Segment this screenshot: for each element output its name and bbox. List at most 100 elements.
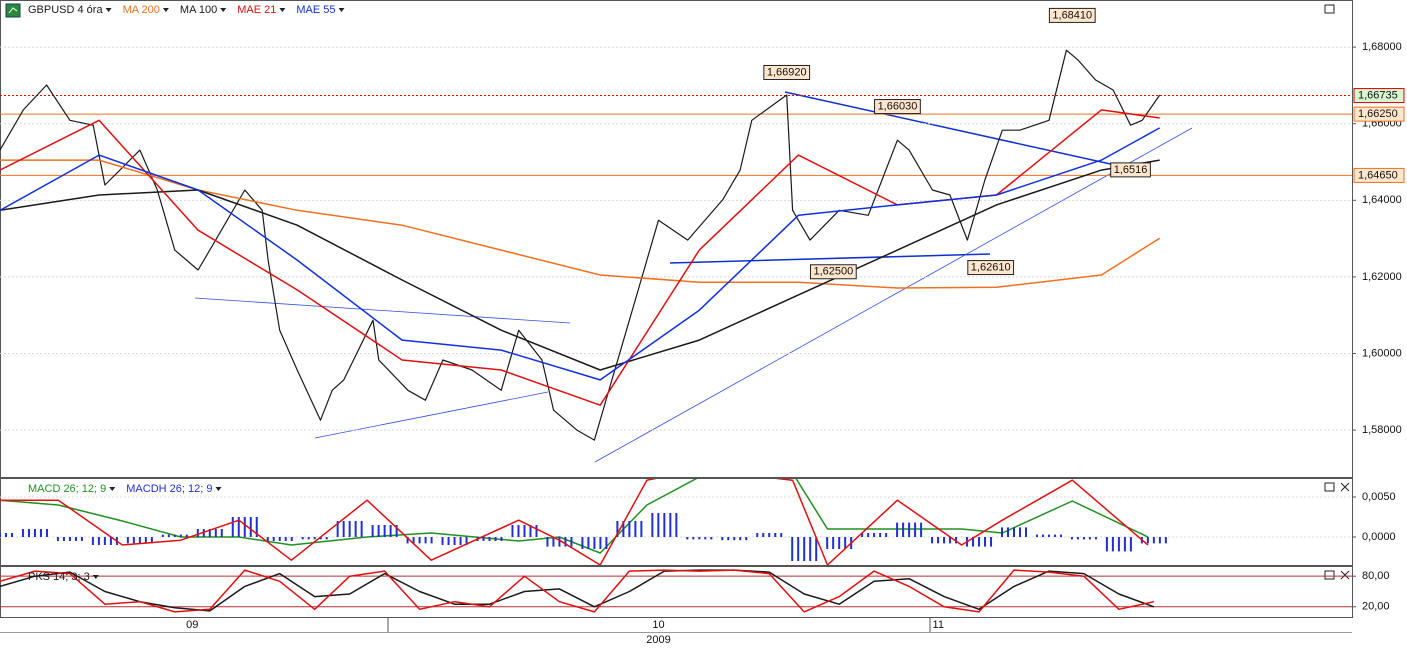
histogram-bar — [430, 537, 433, 544]
histogram-bar — [1025, 527, 1027, 537]
histogram-bar — [68, 537, 71, 541]
histogram-bar — [91, 537, 94, 545]
legend-dropdown — [109, 487, 116, 491]
histogram-bar — [692, 537, 695, 540]
histogram-bar — [266, 537, 269, 541]
histogram-bar — [418, 537, 421, 544]
histogram-bar — [698, 537, 701, 540]
legend-entry[interactable]: MA 200 — [123, 4, 160, 16]
histogram-bar — [517, 525, 520, 537]
legend-entry[interactable]: MAE 55 — [296, 4, 335, 16]
annotation-box — [809, 264, 857, 280]
histogram-bar — [616, 521, 619, 537]
histogram-bar — [1146, 537, 1149, 544]
panel — [0, 46, 1352, 441]
legend-entry[interactable]: MAE 21 — [237, 4, 276, 16]
histogram-bar — [1164, 537, 1167, 544]
histogram-bar — [885, 533, 888, 537]
histogram-bar — [150, 537, 153, 544]
histogram-bar — [371, 525, 374, 537]
histogram-bar — [908, 522, 911, 537]
legend-entry[interactable]: PKS 14; 3; 3 — [28, 571, 90, 583]
y-tick-label: 1,60000 — [1362, 347, 1402, 359]
histogram-bar — [733, 537, 736, 541]
annotation-box — [967, 260, 1015, 276]
histogram-bar — [826, 537, 829, 549]
histogram-bar — [377, 525, 380, 537]
histogram-bar — [552, 537, 555, 547]
series-line — [0, 127, 1161, 381]
histogram-bar — [243, 517, 246, 537]
histogram-bar — [284, 537, 287, 541]
histogram-bar — [39, 529, 42, 537]
level-label-box — [1353, 106, 1405, 122]
histogram-bar — [727, 537, 730, 541]
histogram-bar — [1094, 537, 1097, 540]
histogram-bar — [383, 525, 386, 537]
histogram-bar — [1123, 537, 1126, 552]
histogram-bar — [564, 537, 567, 547]
histogram-bar — [307, 537, 310, 540]
histogram-bar — [249, 517, 252, 537]
level-label-box — [1353, 88, 1405, 104]
histogram-bar — [809, 537, 812, 561]
x-tick-label: 11 — [933, 619, 944, 631]
histogram-bar — [780, 533, 783, 537]
histogram-bar — [861, 533, 864, 537]
histogram-bar — [1013, 527, 1015, 537]
histogram-bar — [815, 537, 818, 561]
histogram-bar — [1111, 537, 1114, 552]
series-line — [0, 569, 1155, 612]
legend-entry[interactable]: MACDH 26; 12; 9 — [126, 483, 212, 495]
histogram-bar — [97, 537, 100, 545]
histogram-bar — [867, 533, 870, 537]
histogram-bar — [1152, 537, 1155, 544]
histogram-bar — [45, 529, 48, 537]
level-label: 1,64650 — [1358, 169, 1398, 181]
histogram-bar — [756, 533, 759, 537]
annotation-box — [1110, 162, 1151, 178]
histogram-bar — [640, 521, 643, 537]
legend-entry[interactable]: MACD 26; 12; 9 — [28, 483, 106, 495]
annotation-label: 1,62500 — [813, 266, 853, 278]
histogram-bar — [1088, 537, 1091, 540]
legend-dropdown — [162, 8, 169, 12]
legend-dropdown — [105, 8, 112, 12]
legend-dropdown — [220, 8, 227, 12]
annotation-label: 1,66920 — [767, 66, 807, 78]
histogram-bar — [319, 537, 322, 540]
histogram-bar — [1070, 537, 1073, 540]
histogram-bar — [710, 537, 713, 540]
histogram-bar — [132, 537, 135, 544]
legend-entry[interactable]: MA 100 — [180, 4, 217, 16]
histogram-bar — [599, 537, 602, 549]
panel — [0, 479, 1352, 565]
level-label-box — [1353, 167, 1405, 183]
annotation-label: 1,6516 — [1114, 164, 1148, 176]
histogram-bar — [196, 529, 199, 537]
histogram-bar — [745, 537, 748, 541]
histogram-bar — [634, 521, 637, 537]
histogram-bar — [231, 517, 234, 537]
y-tick-label: 1,68000 — [1362, 41, 1402, 53]
histogram-bar — [406, 537, 409, 544]
histogram-bar — [465, 537, 468, 545]
histogram-bar — [803, 537, 806, 561]
histogram-bar — [488, 537, 491, 541]
histogram-bar — [237, 517, 240, 537]
y-tick-label: 1,62000 — [1362, 271, 1402, 283]
histogram-bar — [657, 513, 660, 537]
histogram-bar — [663, 513, 666, 537]
histogram-bar — [255, 517, 258, 537]
window-buttons[interactable] — [1324, 4, 1350, 580]
legend-entry[interactable]: GBPUSD 4 óra — [28, 4, 103, 16]
histogram-bar — [1117, 537, 1120, 552]
histogram-bar — [482, 537, 485, 541]
annotation-box — [1048, 7, 1096, 23]
histogram-bar — [161, 534, 164, 537]
histogram-bar — [185, 534, 188, 537]
histogram-bar — [1076, 537, 1079, 540]
histogram-bar — [990, 537, 993, 547]
histogram-bar — [1047, 534, 1050, 537]
